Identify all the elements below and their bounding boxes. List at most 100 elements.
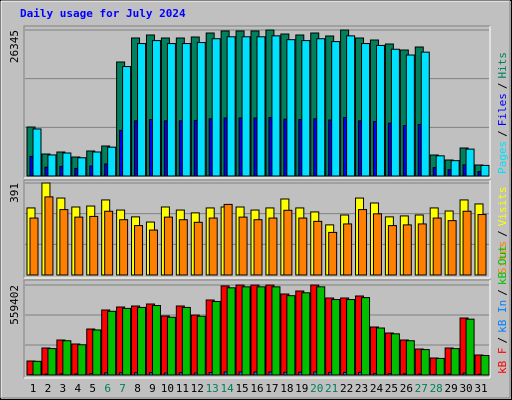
legend-separator: / — [496, 289, 509, 296]
bar — [134, 225, 144, 276]
bar — [405, 54, 415, 177]
x-tick-label: 8 — [134, 382, 141, 395]
bar — [47, 348, 57, 376]
bar — [151, 40, 161, 177]
bar — [256, 286, 266, 376]
bar — [435, 155, 445, 177]
bar — [178, 219, 188, 276]
bar — [465, 318, 475, 376]
bar — [390, 333, 400, 376]
bar — [107, 310, 117, 376]
bar — [44, 196, 54, 276]
legend-entry: kB Out — [496, 245, 509, 285]
x-tick-label: 18 — [280, 382, 293, 395]
bar — [89, 215, 99, 276]
bar — [417, 223, 427, 276]
x-tick-label: 11 — [176, 382, 189, 395]
x-tick-label: 7 — [119, 382, 126, 395]
legend-entry: Visits — [496, 187, 509, 227]
bar — [253, 219, 263, 276]
x-tick-label: 29 — [445, 382, 458, 395]
bar — [211, 300, 221, 376]
bar — [92, 329, 102, 376]
x-tick-label: 22 — [340, 382, 353, 395]
bar — [241, 36, 251, 177]
bar — [193, 221, 203, 276]
bar — [166, 43, 176, 177]
bar — [241, 286, 251, 376]
bar — [32, 360, 42, 376]
x-tick-label: 28 — [430, 382, 443, 395]
bar — [59, 209, 69, 276]
bar — [301, 292, 311, 376]
bar — [346, 299, 356, 376]
x-tick-label: 19 — [295, 382, 308, 395]
bar — [196, 315, 206, 376]
x-tick-label: 27 — [415, 382, 428, 395]
legend: Pages / Files / Hits — [496, 52, 509, 174]
bar — [462, 210, 472, 276]
bar — [122, 66, 132, 177]
bar — [137, 306, 147, 376]
x-tick-label: 20 — [310, 382, 323, 395]
bar — [387, 225, 397, 276]
x-tick-label: 5 — [89, 382, 96, 395]
bar — [286, 295, 296, 376]
bar — [402, 224, 412, 276]
legend-separator: / — [496, 83, 509, 90]
bar — [420, 349, 430, 376]
bar — [74, 216, 84, 276]
x-tick-label: 13 — [206, 382, 219, 395]
bar — [62, 152, 72, 177]
x-tick-label: 15 — [235, 382, 248, 395]
y-tick-label: 391 — [8, 183, 21, 203]
bar — [447, 220, 457, 276]
bar — [477, 214, 487, 276]
bar — [450, 160, 460, 177]
bar — [238, 216, 248, 276]
legend: kB F / kB In / kB Out — [496, 245, 509, 374]
bar — [358, 209, 368, 276]
bar — [107, 146, 117, 177]
legend: Sites / Visits — [496, 187, 509, 275]
bar — [119, 219, 129, 276]
bar — [151, 304, 161, 376]
bar — [223, 203, 233, 276]
legend-entry: Sites — [496, 241, 509, 274]
bar — [316, 38, 326, 177]
bar — [47, 154, 57, 177]
bar — [166, 316, 176, 376]
bar — [104, 210, 114, 276]
x-tick-label: 6 — [104, 382, 111, 395]
bar — [450, 348, 460, 376]
bar — [480, 164, 490, 177]
bar — [465, 148, 475, 177]
bar — [361, 43, 371, 177]
bar — [316, 286, 326, 376]
bar — [62, 340, 72, 376]
bar — [181, 306, 191, 376]
legend-entry: Hits — [496, 52, 509, 79]
bar — [137, 43, 147, 177]
x-tick-label: 3 — [60, 382, 67, 395]
bar — [226, 36, 236, 177]
bar — [283, 209, 293, 276]
legend-entry: Pages — [496, 141, 509, 174]
x-tick-label: 24 — [370, 382, 384, 395]
legend-separator: / — [496, 230, 509, 237]
bar — [148, 229, 158, 276]
bar — [390, 48, 400, 177]
bar — [256, 36, 266, 177]
chart-title: Daily usage for July 2024 — [20, 7, 186, 20]
bar — [92, 151, 102, 177]
bar — [29, 217, 39, 276]
bar — [122, 307, 132, 376]
bar — [208, 217, 218, 276]
bar — [372, 213, 382, 276]
bar — [271, 35, 281, 177]
bar — [331, 299, 341, 376]
bar — [375, 327, 385, 376]
bar — [432, 217, 442, 276]
bar — [181, 43, 191, 177]
